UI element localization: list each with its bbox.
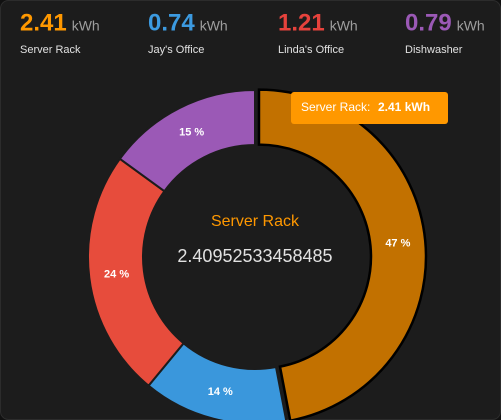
donut-slice: [257, 88, 428, 420]
donut-slice: [118, 88, 256, 193]
stat-label: Jay's Office: [148, 44, 204, 56]
stat-label: Dishwasher: [405, 44, 463, 56]
center-value: 2.40952533458485: [177, 246, 332, 266]
center-name: Server Rack: [211, 213, 300, 230]
tooltip-value: 2.41 kWh: [378, 100, 430, 114]
stat-label: Linda's Office: [278, 44, 344, 56]
slice-label: 47 %: [385, 237, 410, 249]
tooltip-bg: [291, 92, 448, 124]
stat-value: 1.21: [278, 9, 325, 36]
slice-label: 14 %: [208, 386, 233, 398]
stat-label: Server Rack: [20, 44, 81, 56]
stat-unit: kWh: [457, 18, 485, 34]
stat-value: 0.74: [148, 9, 195, 36]
stat-unit: kWh: [72, 18, 100, 34]
stat-unit: kWh: [330, 18, 358, 34]
stat-value: 0.79: [405, 9, 452, 36]
slice-label: 24 %: [104, 268, 129, 280]
stat-value: 2.41: [20, 9, 67, 36]
tooltip-name: Server Rack:: [301, 100, 370, 114]
stat-unit: kWh: [200, 18, 228, 34]
slice-label: 15 %: [179, 127, 204, 139]
